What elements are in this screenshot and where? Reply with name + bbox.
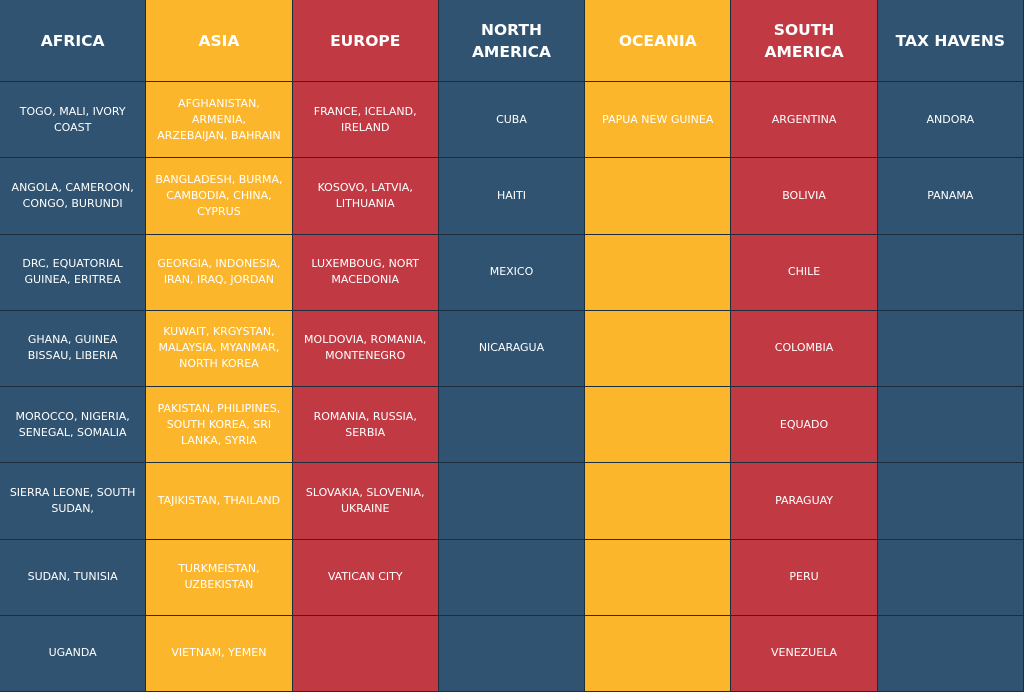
cell: PAPUA NEW GUINEA <box>585 82 732 159</box>
cell: TAJIKISTAN, THAILAND <box>146 463 293 540</box>
cell: DRC, EQUATORIAL GUINEA, ERITREA <box>0 234 147 311</box>
cell <box>877 539 1024 616</box>
cell: PANAMA <box>877 158 1024 235</box>
column: EUROPE FRANCE, ICELAND, IRELAND KOSOVO, LA… <box>292 0 439 692</box>
cell <box>877 387 1024 464</box>
cell: BOLIVIA <box>731 158 878 235</box>
cell <box>585 310 732 387</box>
cell: CHILE <box>731 234 878 311</box>
cell <box>438 387 586 464</box>
column: NORTH AMERICA CUBA HAITI MEXICO NICARAGUA <box>438 0 586 692</box>
cell: MOLDOVIA, ROMANIA, MONTENEGRO <box>292 310 439 387</box>
cell: ARGENTINA <box>731 82 878 159</box>
cell: UGANDA <box>0 615 147 692</box>
cell <box>877 463 1024 540</box>
column-header: TAX HAVENS <box>877 0 1024 82</box>
column: ASIA AFGHANISTAN, ARMENIA, ARZEBAIJAN, BA… <box>146 0 293 692</box>
cell: BANGLADESH, BURMA, CAMBODIA, CHINA, CYPR… <box>146 158 293 235</box>
cell <box>292 615 439 692</box>
cell <box>438 539 586 616</box>
cell <box>585 387 732 464</box>
column: OCEANIA PAPUA NEW GUINEA <box>585 0 732 692</box>
cell <box>585 615 732 692</box>
column-header: EUROPE <box>292 0 439 82</box>
column-header: OCEANIA <box>585 0 732 82</box>
cell: VATICAN CITY <box>292 539 439 616</box>
cell <box>877 234 1024 311</box>
cell <box>877 615 1024 692</box>
column: SOUTH AMERICA ARGENTINA BOLIVIA CHILE COLOMB… <box>731 0 878 692</box>
cell: CUBA <box>438 82 586 159</box>
column-header: ASIA <box>146 0 293 82</box>
cell: ANGOLA, CAMEROON, CONGO, BURUNDI <box>0 158 147 235</box>
cell: KOSOVO, LATVIA, LITHUANIA <box>292 158 439 235</box>
cell <box>585 463 732 540</box>
cell: ANDORA <box>877 82 1024 159</box>
column-header: SOUTH AMERICA <box>731 0 878 82</box>
cell <box>585 158 732 235</box>
cell: TOGO, MALI, IVORY COAST <box>0 82 147 159</box>
cell: GEORGIA, INDONESIA, IRAN, IRAQ, JORDAN <box>146 234 293 311</box>
cell: PARAGUAY <box>731 463 878 540</box>
cell <box>877 310 1024 387</box>
cell: MOROCCO, NIGERIA, SENEGAL, SOMALIA <box>0 387 147 464</box>
cell: VIETNAM, YEMEN <box>146 615 293 692</box>
column-header: AFRICA <box>0 0 147 82</box>
cell <box>438 615 586 692</box>
cell: SUDAN, TUNISIA <box>0 539 147 616</box>
cell: EQUADO <box>731 387 878 464</box>
cell: VENEZUELA <box>731 615 878 692</box>
cell: SIERRA LEONE, SOUTH SUDAN, <box>0 463 147 540</box>
cell: NICARAGUA <box>438 310 586 387</box>
cell <box>585 234 732 311</box>
column: AFRICA TOGO, MALI, IVORY COAST ANGOLA, CAM… <box>0 0 147 692</box>
cell: HAITI <box>438 158 586 235</box>
cell: TURKMEISTAN, UZBEKISTAN <box>146 539 293 616</box>
cell: MEXICO <box>438 234 586 311</box>
cell: KUWAIT, KRGYSTAN, MALAYSIA, MYANMAR, NOR… <box>146 310 293 387</box>
cell: PAKISTAN, PHILIPINES, SOUTH KOREA, SRI L… <box>146 387 293 464</box>
cell: ROMANIA, RUSSIA, SERBIA <box>292 387 439 464</box>
cell: AFGHANISTAN, ARMENIA, ARZEBAIJAN, BAHRAI… <box>146 82 293 159</box>
cell: PERU <box>731 539 878 616</box>
cell: LUXEMBOUG, NORT MACEDONIA <box>292 234 439 311</box>
column: TAX HAVENS ANDORA PANAMA <box>877 0 1024 692</box>
cell <box>438 463 586 540</box>
cell <box>585 539 732 616</box>
cell: FRANCE, ICELAND, IRELAND <box>292 82 439 159</box>
cell: COLOMBIA <box>731 310 878 387</box>
cell: GHANA, GUINEA BISSAU, LIBERIA <box>0 310 147 387</box>
cell: SLOVAKIA, SLOVENIA, UKRAINE <box>292 463 439 540</box>
column-header: NORTH AMERICA <box>438 0 586 82</box>
